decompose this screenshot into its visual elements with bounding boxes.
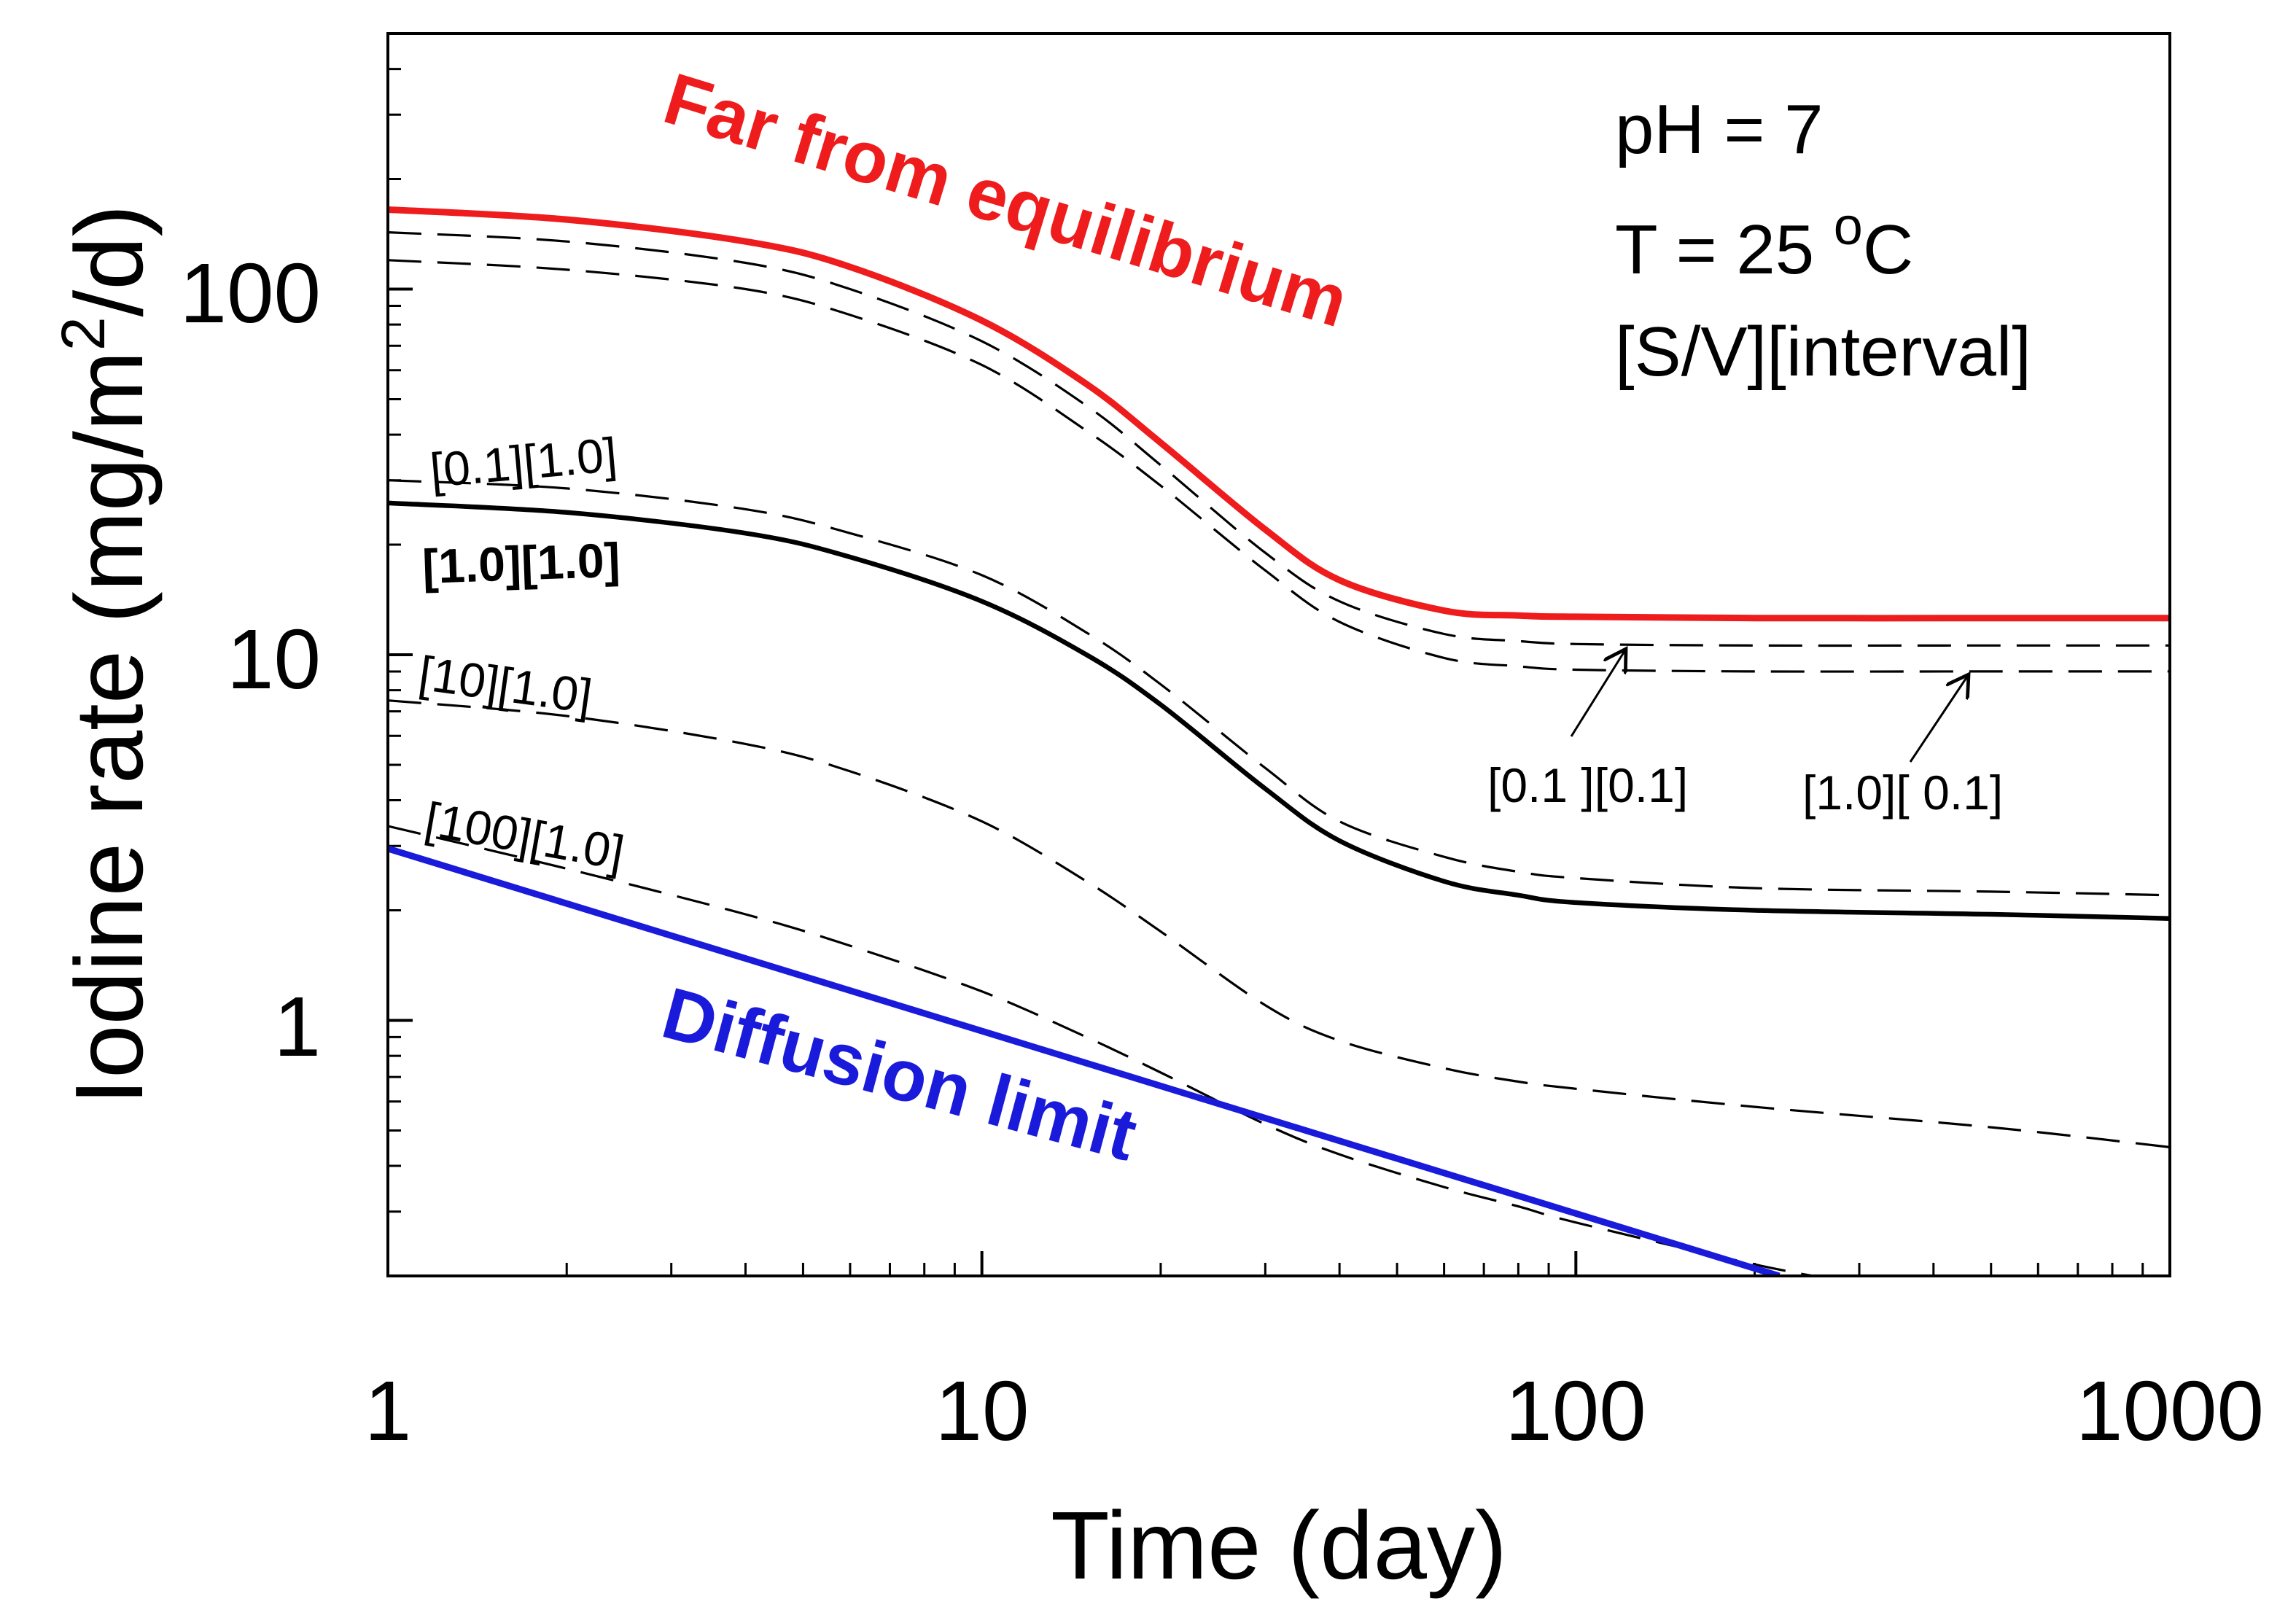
series-line-diffusion-limit — [388, 845, 1781, 1276]
series-line-100-1.0 — [388, 825, 1820, 1276]
x-tick-label-10: 10 — [935, 1363, 1029, 1458]
series-group — [388, 206, 2170, 1276]
x-tick-label-1: 1 — [365, 1363, 412, 1458]
y-tick-label-1: 1 — [273, 979, 321, 1074]
legend-key-label: [S/V][interval] — [1615, 313, 2031, 391]
annotation-arrow-1.0-0.1 — [1909, 674, 1969, 763]
series-line-0.1-1.0 — [388, 479, 2170, 897]
annotation-label-0.1-0.1: [0.1 ][0.1] — [1487, 758, 1688, 812]
annotation-label-1.0-0.1: [1.0][ 0.1] — [1802, 766, 2003, 820]
curve-label-0.1-1.0: [0.1][1.0] — [428, 427, 619, 497]
x-tick-label-1000: 1000 — [2076, 1363, 2264, 1458]
y-axis-title: Iodine rate (mg/m2/d) — [49, 204, 163, 1105]
curve-label-10-1.0: [10][1.0] — [416, 646, 595, 723]
y-tick-label-100: 100 — [179, 246, 321, 340]
far-from-equilibrium-label: Far from equilibrium — [655, 58, 1358, 343]
plot-frame — [386, 32, 2171, 1277]
series-line-far-from-equilibrium — [388, 206, 2170, 622]
temperature-label: T = 25 oC — [1615, 198, 1913, 289]
y-tick-label-10: 10 — [227, 612, 321, 707]
series-line-10-1.0 — [388, 699, 2170, 1148]
series-line-1.0-0.1 — [388, 259, 2170, 673]
ph-label: pH = 7 — [1615, 90, 1824, 168]
x-tick-label-100: 100 — [1505, 1363, 1646, 1458]
series-line-1.0-1.0 — [388, 500, 2170, 921]
curve-label-1.0-1.0: [1.0][1.0] — [421, 533, 621, 593]
annotation-arrow-0.1-0.1 — [1570, 649, 1626, 737]
x-axis-title: Time (day) — [1051, 1492, 1507, 1599]
series-line-0.1-0.1 — [388, 231, 2170, 647]
